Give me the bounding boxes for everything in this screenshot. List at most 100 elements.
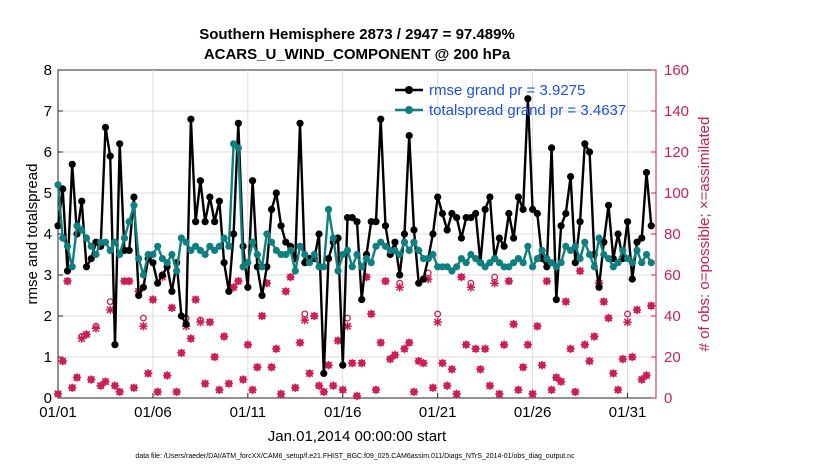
spread-point	[348, 263, 356, 271]
obs-assimilated-point	[129, 383, 139, 392]
rmse-point	[533, 209, 541, 218]
obs-assimilated-point	[371, 385, 381, 394]
obs-assimilated-point	[257, 311, 267, 321]
obs-assimilated-point	[514, 385, 523, 394]
rmse-point	[514, 193, 522, 201]
spread-point	[623, 255, 632, 263]
rmse-point	[353, 218, 361, 226]
chart-title-line2: ACARS_U_WIND_COMPONENT @ 200 hPa	[204, 46, 511, 63]
spread-point	[329, 234, 337, 242]
spread-point	[377, 238, 385, 246]
spread-point	[135, 255, 143, 263]
left-tick-label: 1	[44, 349, 52, 366]
rmse-point	[519, 205, 527, 213]
obs-assimilated-point	[490, 279, 499, 288]
obs-assimilated-point	[215, 385, 224, 394]
obs-assimilated-point	[499, 340, 509, 349]
obs-assimilated-point	[405, 338, 414, 347]
spread-point	[604, 255, 613, 263]
rmse-point	[220, 259, 228, 267]
rmse-point	[106, 152, 114, 160]
obs-assimilated-point	[571, 387, 580, 397]
spread-point	[486, 259, 494, 267]
rmse-point	[372, 218, 380, 226]
obs-assimilated-point	[523, 340, 533, 349]
spread-point	[324, 205, 333, 213]
spread-point	[282, 250, 290, 259]
obs-assimilated-point	[528, 389, 537, 399]
rmse-point	[348, 214, 356, 222]
y-axis-label-right: # of obs: o=possible; ×=assimilated	[696, 117, 713, 352]
spread-point	[614, 259, 622, 267]
rmse-point	[510, 234, 518, 242]
spread-point	[538, 246, 546, 254]
rmse-point	[557, 222, 565, 230]
obs-assimilated-point	[599, 297, 608, 306]
obs-assimilated-point	[177, 348, 186, 358]
spread-point	[63, 242, 72, 250]
obs-assimilated-point	[276, 389, 286, 399]
obs-assimilated-point	[561, 297, 570, 306]
left-tick-label: 8	[44, 62, 52, 79]
obs-assimilated-point	[443, 381, 452, 390]
obs-assimilated-point	[395, 283, 404, 292]
obs-assimilated-point	[125, 276, 134, 286]
right-tick-label: 100	[664, 185, 689, 202]
rmse-point	[429, 230, 437, 238]
obs-assimilated-point	[566, 344, 575, 353]
obs-assimilated-point	[575, 266, 585, 276]
obs-assimilated-point	[310, 311, 319, 321]
spread-point	[116, 250, 124, 259]
obs-assimilated-point	[295, 338, 305, 347]
spread-point	[638, 259, 646, 267]
rmse-point	[623, 218, 632, 226]
spread-point	[514, 255, 522, 263]
spread-point	[272, 246, 280, 254]
right-tick-label: 60	[664, 267, 681, 284]
left-tick-label: 7	[44, 103, 52, 120]
spread-point	[609, 263, 617, 271]
right-tick-label: 40	[664, 308, 681, 325]
spread-point	[149, 250, 157, 259]
rmse-point	[585, 148, 594, 156]
spread-point	[106, 246, 114, 254]
obs-assimilated-point	[139, 322, 148, 331]
rmse-point	[576, 218, 584, 226]
obs-assimilated-point	[386, 354, 395, 364]
spread-series	[54, 140, 655, 279]
obs-assimilated-point	[414, 356, 423, 366]
spread-point	[211, 246, 219, 254]
x-tick-label: 01/16	[324, 404, 362, 421]
rmse-point	[59, 185, 67, 193]
spread-point	[415, 246, 423, 254]
obs-assimilated-point	[167, 303, 177, 312]
x-tick-label: 01/21	[419, 404, 457, 421]
spread-point	[92, 250, 100, 259]
rmse-point	[87, 255, 95, 263]
rmse-point	[381, 222, 390, 230]
spread-point	[234, 144, 242, 152]
spread-point	[362, 255, 371, 263]
rmse-point	[339, 361, 347, 369]
left-tick-label: 5	[44, 185, 52, 202]
obs-assimilated-point	[428, 383, 438, 392]
spread-point	[239, 263, 247, 271]
obs-assimilated-point	[485, 381, 495, 390]
rmse-point	[628, 275, 636, 283]
right-tick-label: 140	[664, 103, 689, 120]
spread-point	[467, 250, 475, 259]
spread-point	[296, 242, 304, 250]
obs-assimilated-point	[367, 309, 376, 319]
spread-point	[533, 255, 541, 263]
spread-point	[543, 255, 551, 263]
rmse-point	[595, 283, 603, 291]
obs-assimilated-point	[504, 276, 514, 286]
obs-assimilated-point	[272, 344, 281, 353]
spread-point	[600, 250, 608, 259]
spread-point	[334, 267, 342, 275]
rmse-point	[282, 238, 290, 246]
spread-point	[339, 250, 347, 259]
obs-assimilated-point	[480, 344, 490, 353]
left-tick-label: 2	[44, 308, 52, 325]
spread-point	[510, 259, 518, 267]
